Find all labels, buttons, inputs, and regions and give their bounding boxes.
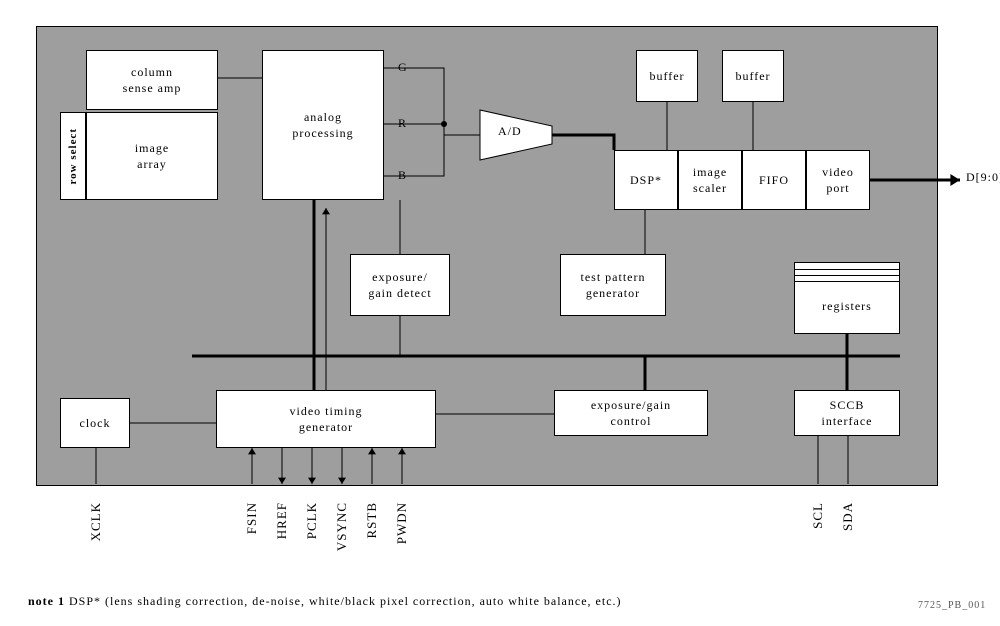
- block-video-port: video port: [806, 150, 870, 210]
- pin-label-fsin: FSIN: [244, 502, 260, 534]
- block-buffer2: buffer: [722, 50, 784, 102]
- pin-label-pclk: PCLK: [304, 502, 320, 539]
- block-analog-proc: analog processing: [262, 50, 384, 200]
- block-label: image array: [135, 140, 169, 172]
- block-image-scaler: image scaler: [678, 150, 742, 210]
- block-fifo: FIFO: [742, 150, 806, 210]
- pin-label-xclk: XCLK: [88, 502, 104, 541]
- block-label: analog processing: [292, 109, 353, 141]
- block-label: FIFO: [759, 172, 789, 188]
- block-label: registers: [822, 298, 872, 314]
- block-video-timing: video timing generator: [216, 390, 436, 448]
- output-bus-label: D[9:0]: [966, 170, 1000, 185]
- pin-label-href: HREF: [274, 502, 290, 539]
- block-label: video timing generator: [290, 403, 363, 435]
- block-registers: registers: [794, 262, 900, 334]
- diagram-stage: A/D row select column sense amp image array…: [0, 0, 1000, 626]
- block-label: video port: [822, 164, 854, 196]
- block-image-array: image array: [86, 112, 218, 200]
- block-label: test pattern generator: [581, 269, 646, 301]
- rgb-label-b: B: [398, 168, 407, 183]
- pin-label-pwdn: PWDN: [394, 502, 410, 544]
- pin-label-scl: SCL: [810, 502, 826, 529]
- block-label: buffer: [649, 68, 684, 84]
- block-label: exposure/ gain detect: [368, 269, 431, 301]
- block-sccb: SCCB interface: [794, 390, 900, 436]
- block-label: clock: [80, 415, 111, 431]
- rgb-label-g: G: [398, 60, 408, 75]
- doc-id: 7725_PB_001: [918, 600, 986, 611]
- rgb-label-r: R: [398, 116, 407, 131]
- pin-label-vsync: VSYNC: [334, 502, 350, 551]
- block-buffer1: buffer: [636, 50, 698, 102]
- pin-label-sda: SDA: [840, 502, 856, 531]
- block-label: row select: [66, 128, 81, 185]
- block-label: buffer: [735, 68, 770, 84]
- block-label: exposure/gain control: [591, 397, 671, 429]
- block-test-pattern: test pattern generator: [560, 254, 666, 316]
- block-exp-gain-ctrl: exposure/gain control: [554, 390, 708, 436]
- block-row-select: row select: [60, 112, 86, 200]
- footnote: note 1 DSP* (lens shading correction, de…: [28, 594, 622, 609]
- ad-converter-label: A/D: [498, 124, 522, 139]
- block-label: column sense amp: [123, 64, 182, 96]
- block-label: image scaler: [693, 164, 727, 196]
- block-exp-gain-detect: exposure/ gain detect: [350, 254, 450, 316]
- block-label: SCCB interface: [822, 397, 873, 429]
- block-col-sense: column sense amp: [86, 50, 218, 110]
- block-dsp: DSP*: [614, 150, 678, 210]
- pin-label-rstb: RSTB: [364, 502, 380, 539]
- block-label: DSP*: [630, 172, 662, 188]
- block-clock: clock: [60, 398, 130, 448]
